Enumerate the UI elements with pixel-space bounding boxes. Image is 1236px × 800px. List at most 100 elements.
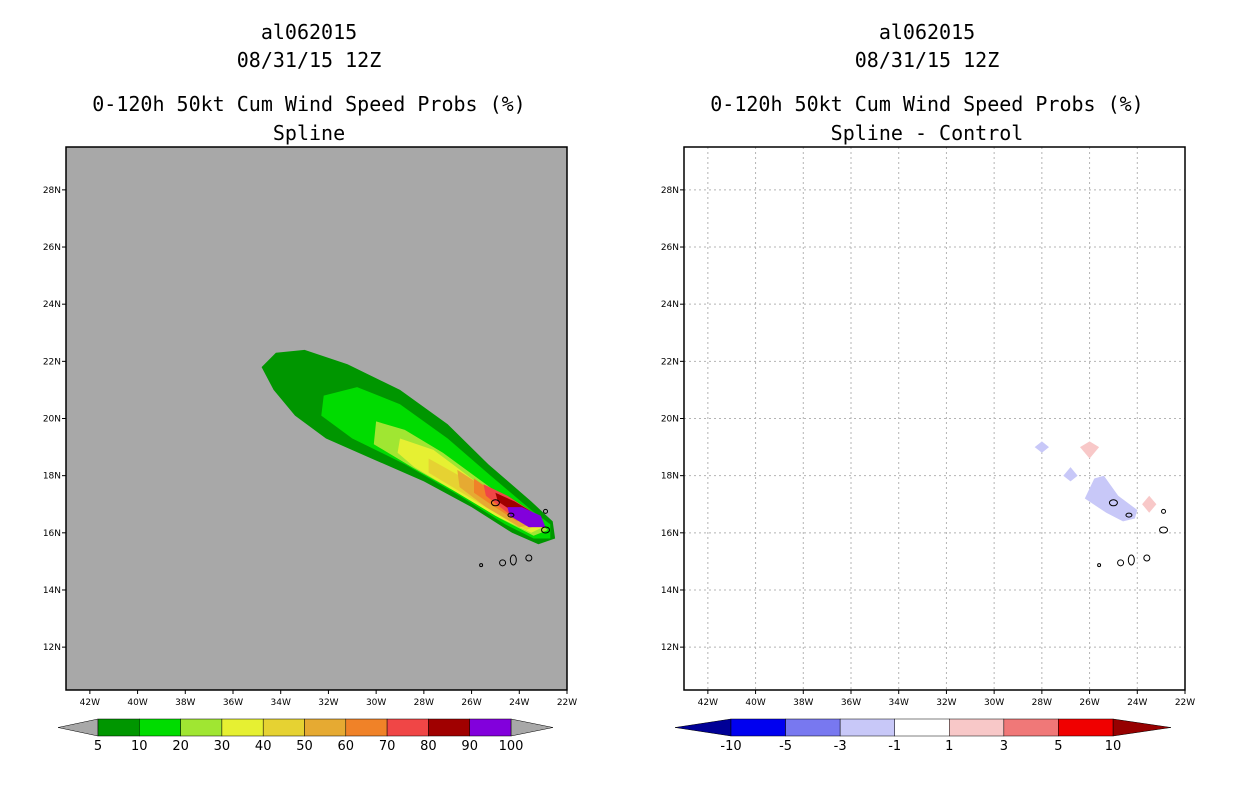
island-outline xyxy=(1097,563,1102,568)
colorbar-swatch xyxy=(386,718,429,737)
colorbar-swatch xyxy=(428,718,470,737)
island-outline xyxy=(1161,508,1167,514)
map-plot-spline: 42W 40W 38W 36W 34W 32W 30W 28W 26W 24W 22W 12N 14N 1… xyxy=(43,146,577,754)
colorbar: 5 10 20 30 40 50 60 70 80 90 100 xyxy=(57,718,554,754)
lon-tick-label: 28W xyxy=(1032,698,1052,708)
colorbar-label: 70 xyxy=(379,739,396,754)
colorbar-swatch xyxy=(139,718,181,737)
island-outline xyxy=(490,499,500,507)
lon-tick-label: 42W xyxy=(80,698,100,708)
colorbar-label: 100 xyxy=(499,739,524,754)
colorbar-label: 50 xyxy=(296,739,313,754)
chart-title: 0-120h 50kt Cum Wind Speed Probs (%) xyxy=(92,92,526,116)
plot-area xyxy=(261,349,556,568)
lat-tick-label: 24N xyxy=(43,300,61,310)
island-outline xyxy=(499,559,507,567)
colorbar-label: -1 xyxy=(888,739,901,754)
contour-level-neg3 xyxy=(1063,467,1078,482)
lat-tick-label: 22N xyxy=(661,357,679,367)
contour-level-neg3 xyxy=(1034,441,1049,453)
lat-tick-label: 16N xyxy=(661,529,679,539)
storm-id-title: al062015 xyxy=(260,20,358,44)
colorbar-label: 60 xyxy=(338,739,355,754)
lon-tick-label: 36W xyxy=(841,698,861,708)
colorbar-swatch xyxy=(949,718,1005,737)
contour-level-90 xyxy=(507,507,546,528)
colorbar-triangle-low xyxy=(674,718,732,737)
lon-tick-label: 26W xyxy=(1079,698,1099,708)
colorbar-swatch xyxy=(469,718,512,737)
lat-tick-label: 26N xyxy=(43,243,61,253)
lon-tick-label: 38W xyxy=(175,698,195,708)
colorbar-label: -3 xyxy=(834,739,847,754)
contour-level-neg3 xyxy=(1084,475,1138,522)
lon-tick-label: 32W xyxy=(318,698,338,708)
lon-tick-label: 40W xyxy=(127,698,147,708)
colorbar-label: 40 xyxy=(255,739,272,754)
lat-tick-label: 24N xyxy=(661,300,679,310)
plot-area xyxy=(684,147,1185,690)
storm-id-title: al062015 xyxy=(878,20,976,44)
panel-spline: al062015 08/31/15 12Z 0-120h 50kt Cum Wi… xyxy=(43,20,577,754)
lon-tick-label: 32W xyxy=(936,698,956,708)
lat-tick-label: 12N xyxy=(661,643,679,653)
colorbar: -10 -5 -3 -1 1 3 5 10 xyxy=(674,718,1172,754)
lat-tick-label: 26N xyxy=(661,243,679,253)
lon-tick-label: 28W xyxy=(414,698,434,708)
lon-tick-label: 24W xyxy=(509,698,529,708)
colorbar-label: 5 xyxy=(1054,739,1062,754)
lon-tick-label: 22W xyxy=(1175,698,1195,708)
chart-subtitle: Spline xyxy=(272,121,346,145)
lat-tick-label: 18N xyxy=(43,472,61,482)
colorbar-triangle-low xyxy=(57,718,99,737)
map-plot-difference: 42W 40W 38W 36W 34W 32W 30W 28W 26W 24W 22W 12N 14N 1… xyxy=(661,146,1195,754)
lat-tick-label: 28N xyxy=(661,186,679,196)
lat-tick-label: 20N xyxy=(43,415,61,425)
island-outline xyxy=(543,508,549,514)
colorbar-swatch xyxy=(1003,718,1059,737)
colorbar-label: 5 xyxy=(94,739,102,754)
lat-tick-label: 12N xyxy=(43,643,61,653)
island-outline xyxy=(1127,554,1135,566)
contour-level-1 xyxy=(1142,495,1157,513)
datetime-title: 08/31/15 12Z xyxy=(236,48,382,72)
panel-spline-minus-control: al062015 08/31/15 12Z 0-120h 50kt Cum Wi… xyxy=(618,0,1236,800)
colorbar-swatch xyxy=(304,718,347,737)
colorbar-label: -10 xyxy=(720,739,741,754)
lon-tick-label: 30W xyxy=(984,698,1004,708)
colorbar-label: 10 xyxy=(1105,739,1122,754)
colorbar-label: 10 xyxy=(131,739,148,754)
lon-tick-label: 30W xyxy=(366,698,386,708)
lat-tick-label: 14N xyxy=(43,586,61,596)
island-outline xyxy=(1159,526,1169,534)
island-outline xyxy=(1117,559,1125,567)
lon-tick-label: 34W xyxy=(889,698,909,708)
island-outline xyxy=(1108,499,1118,507)
lon-tick-label: 42W xyxy=(698,698,718,708)
colorbar-swatch xyxy=(221,718,264,737)
lat-tick-label: 16N xyxy=(43,529,61,539)
colorbar-label: 1 xyxy=(945,739,953,754)
colorbar-swatch xyxy=(894,718,950,737)
colorbar-triangle-high xyxy=(510,718,554,737)
colorbar-swatch xyxy=(839,718,895,737)
island-outline xyxy=(1125,512,1133,518)
lat-tick-label: 14N xyxy=(661,586,679,596)
coastline xyxy=(1097,499,1169,568)
chart-subtitle: Spline - Control xyxy=(830,121,1024,145)
colorbar-label: 80 xyxy=(420,739,437,754)
colorbar-swatch xyxy=(1058,718,1114,737)
datetime-title: 08/31/15 12Z xyxy=(854,48,1000,72)
colorbar-swatch xyxy=(97,718,140,737)
colorbar-swatch xyxy=(262,718,305,737)
island-outline xyxy=(541,526,551,534)
lat-tick-label: 28N xyxy=(43,186,61,196)
colorbar-label: -5 xyxy=(779,739,792,754)
chart-title: 0-120h 50kt Cum Wind Speed Probs (%) xyxy=(710,92,1144,116)
island-outline xyxy=(1143,554,1151,562)
colorbar-swatch xyxy=(730,718,786,737)
lat-tick-label: 20N xyxy=(661,415,679,425)
colorbar-swatch xyxy=(180,718,223,737)
island-outline xyxy=(525,554,533,562)
colorbar-triangle-high xyxy=(1112,718,1172,737)
